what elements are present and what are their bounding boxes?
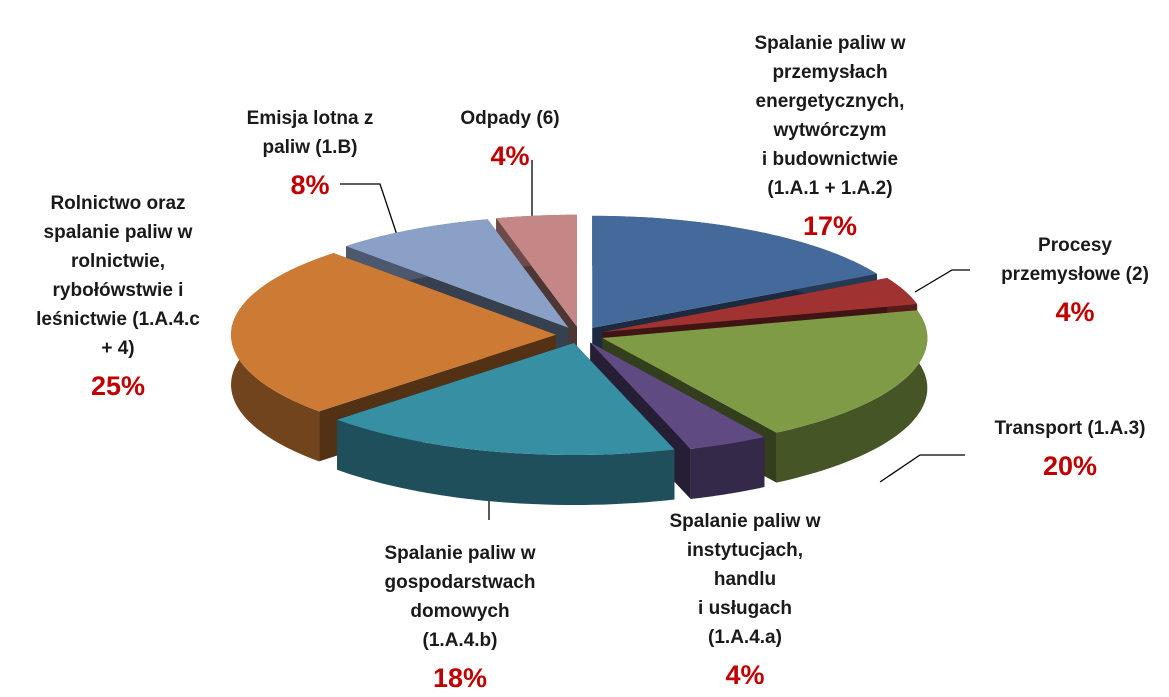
slice: [592, 215, 877, 328]
slice-label: Emisja lotna z paliw (1.B): [247, 108, 374, 158]
slice: [496, 214, 577, 327]
value-label: 20%: [1043, 451, 1097, 481]
slice-label: Procesy przemysłowe (2): [1001, 235, 1149, 285]
leader-lines: [340, 160, 970, 520]
value-label: 25%: [91, 371, 145, 401]
leader-line: [340, 183, 403, 251]
slice-side: [776, 310, 928, 483]
slice-label: Odpady (6): [460, 108, 559, 129]
slice: [337, 343, 675, 455]
value-label: 4%: [490, 141, 529, 171]
slice-label: Spalanie paliw w instytucjach, handlu i usł…: [670, 511, 821, 648]
slice: [231, 253, 557, 412]
value-label: 17%: [803, 211, 857, 241]
leader-line: [879, 454, 965, 483]
pie: [231, 214, 928, 505]
slice: [346, 219, 569, 328]
value-label: 8%: [290, 170, 329, 200]
slice: [602, 278, 918, 332]
slice-side: [337, 419, 675, 505]
leader-line: [914, 269, 970, 293]
slice: [602, 310, 928, 433]
value-label: 4%: [725, 660, 764, 690]
value-label: 4%: [1055, 297, 1094, 327]
slice-label: Spalanie paliw w gospodarstwach domowych (1…: [385, 543, 536, 651]
value-label: 18%: [433, 663, 487, 693]
slice: [590, 342, 765, 449]
slice-label: Transport (1.A.3): [995, 418, 1146, 439]
slice-label: Spalanie paliw w przemysłach energetycznyc…: [755, 33, 906, 199]
slice-label: Rolnictwo oraz spalanie paliw w rolnictwie…: [36, 193, 200, 359]
slice-side: [690, 437, 765, 499]
